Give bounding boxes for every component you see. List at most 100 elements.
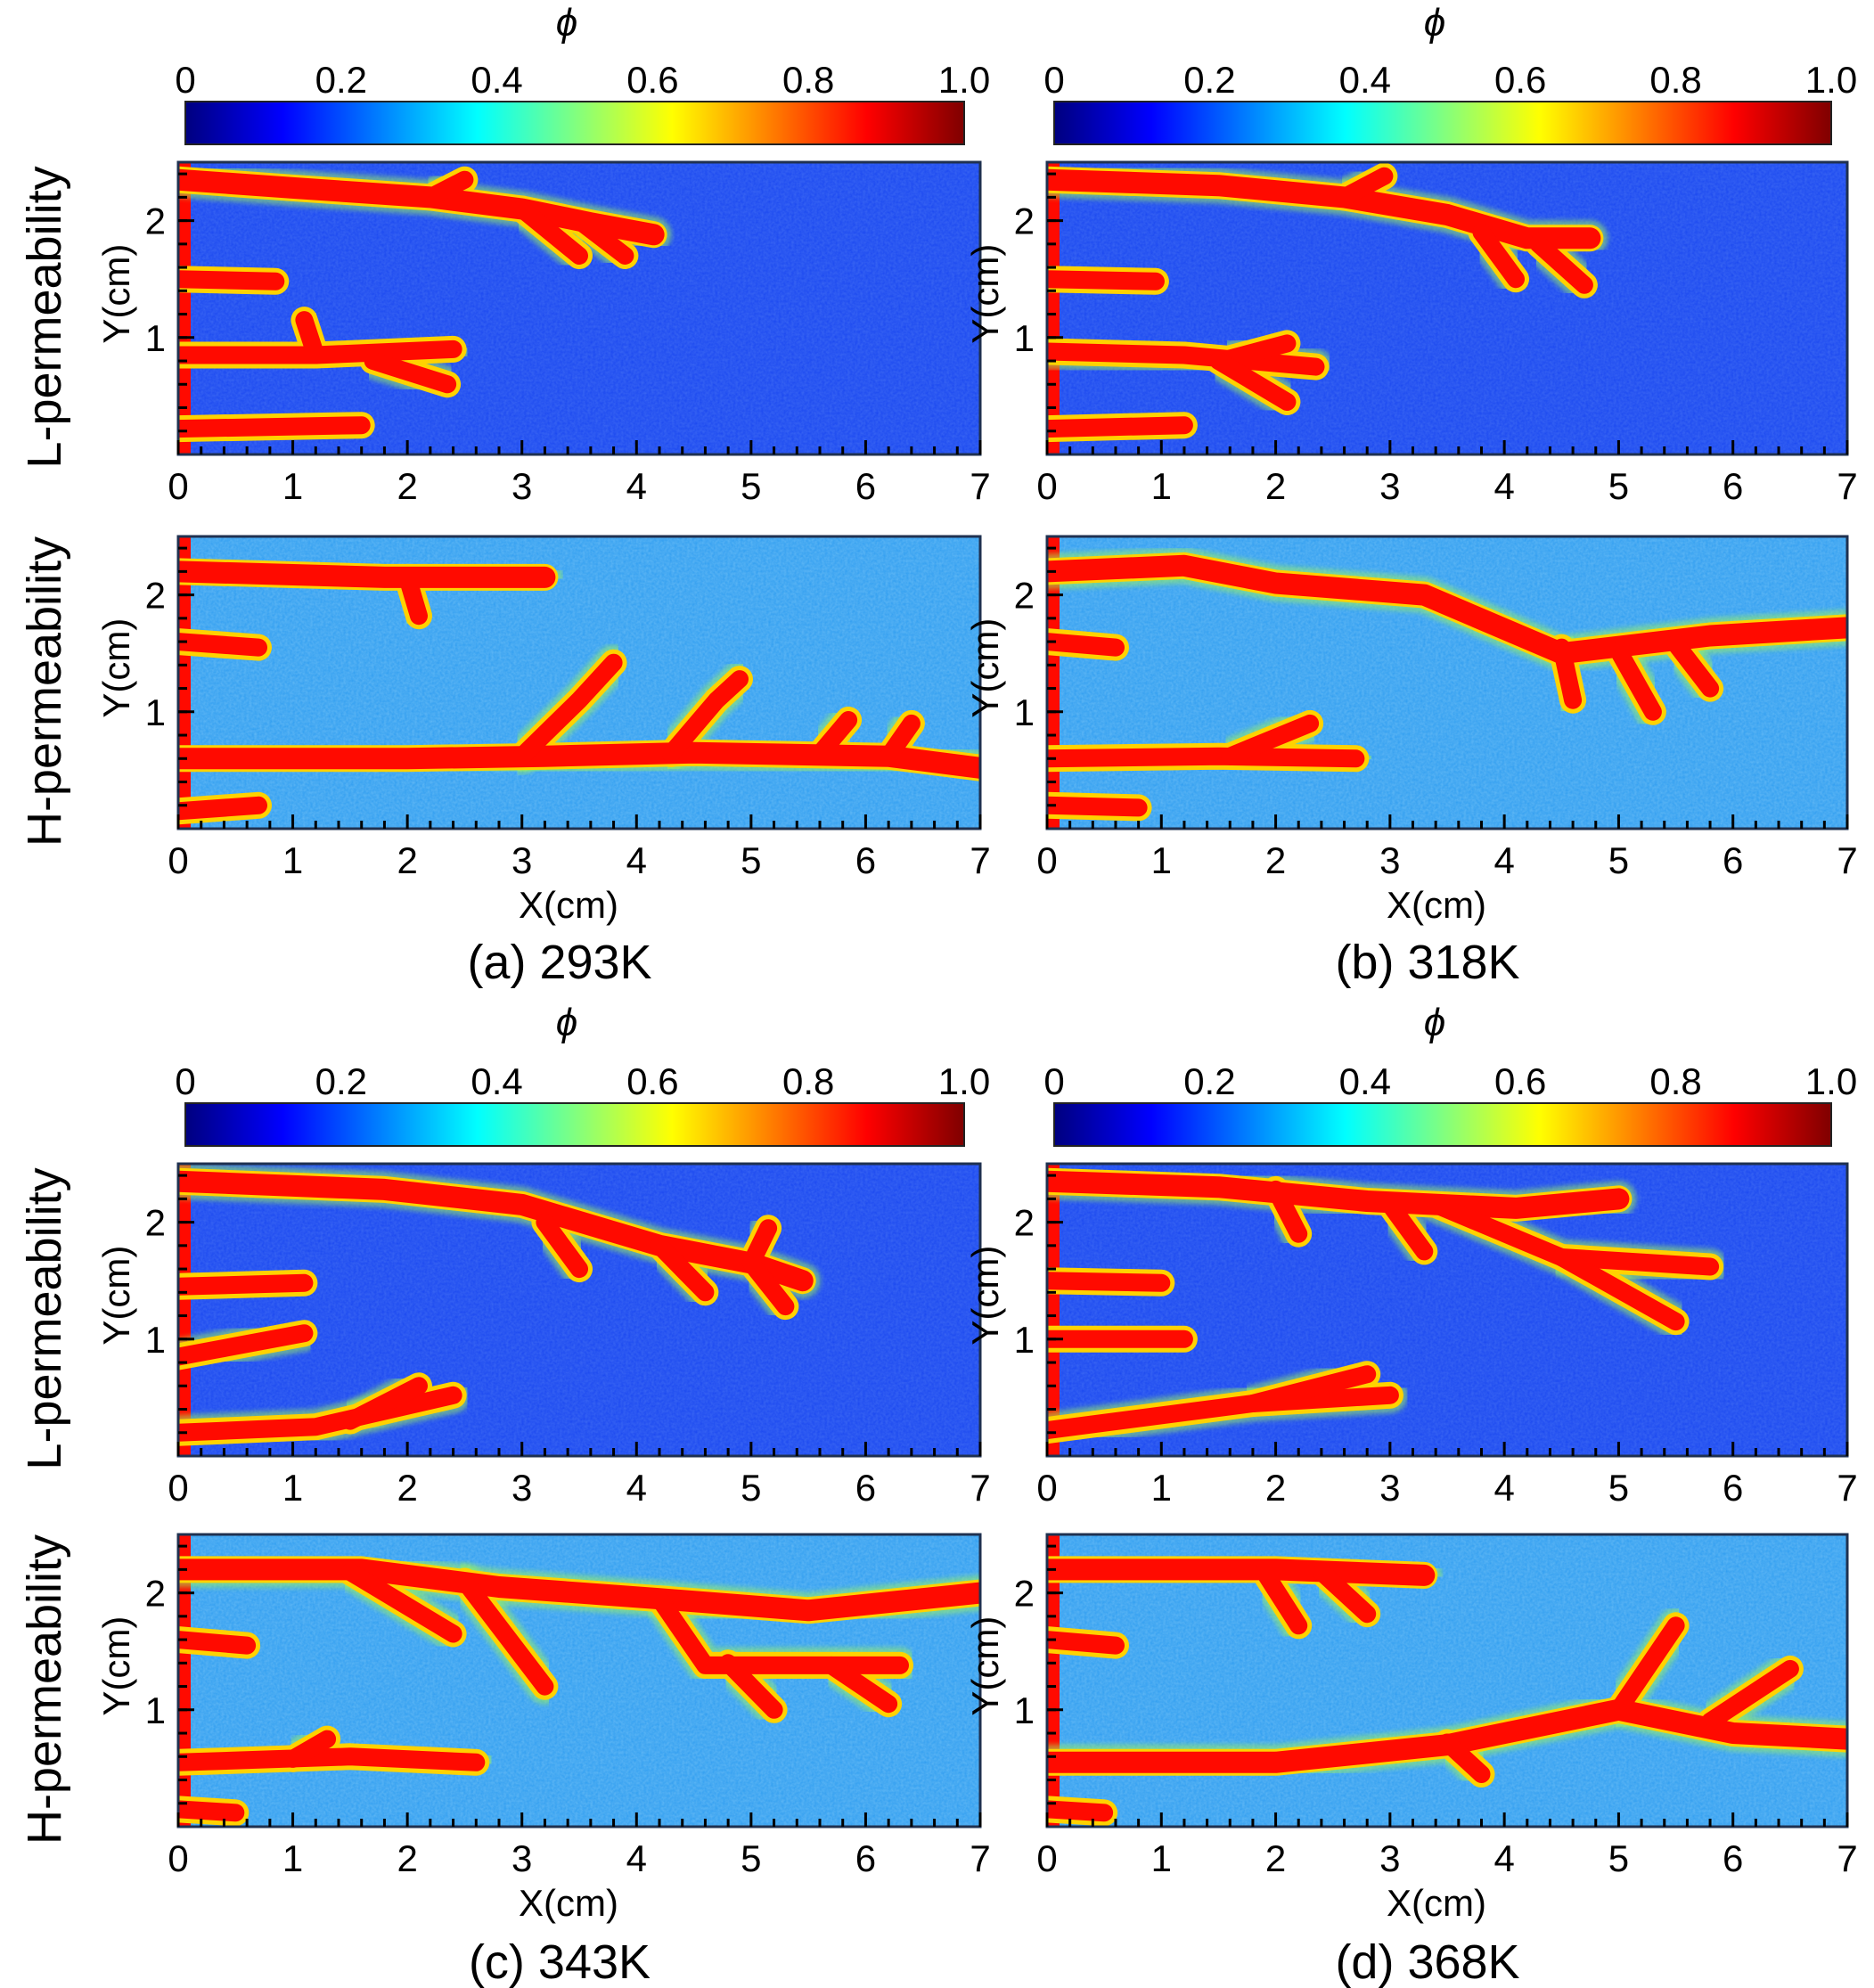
finger bbox=[178, 168, 665, 246]
x-tick-label: 2 bbox=[1265, 839, 1286, 881]
finger bbox=[512, 200, 588, 265]
x-tick-label: 1 bbox=[282, 839, 303, 881]
y-axis-title: Y(cm) bbox=[964, 1616, 1006, 1716]
x-tick-label: 3 bbox=[1379, 839, 1400, 881]
y-axis-title: Y(cm) bbox=[964, 244, 1006, 344]
x-tick-label: 1 bbox=[282, 1837, 303, 1879]
colorbar-tick-label: 0.4 bbox=[471, 1060, 522, 1102]
plot-frame bbox=[1045, 1162, 1849, 1458]
x-tick-label: 4 bbox=[1493, 1837, 1514, 1879]
x-tick-label: 5 bbox=[1608, 1837, 1629, 1879]
x-tick-label: 1 bbox=[282, 1467, 303, 1509]
finger bbox=[1609, 642, 1662, 721]
finger bbox=[1312, 1563, 1377, 1624]
x-tick-label: 1 bbox=[1151, 465, 1172, 507]
y-axis-title: Y(cm) bbox=[95, 1246, 137, 1346]
x-tick-label: 6 bbox=[1723, 1467, 1743, 1509]
x-tick-label: 6 bbox=[1723, 1837, 1743, 1879]
y-tick-label: 2 bbox=[145, 200, 166, 242]
colorbar-title: ϕ bbox=[556, 1, 577, 45]
x-tick-label: 0 bbox=[168, 839, 188, 881]
finger bbox=[364, 352, 457, 394]
x-tick-label: 3 bbox=[1379, 465, 1400, 507]
colorbar-title: ϕ bbox=[1424, 1001, 1445, 1044]
finger bbox=[178, 416, 371, 438]
finger-group bbox=[1047, 1164, 1729, 1456]
y-axis-title: Y(cm) bbox=[964, 1246, 1006, 1346]
colorbar-tick-label: 0.8 bbox=[782, 59, 834, 101]
x-tick-label: 2 bbox=[397, 839, 417, 881]
x-tick-label: 5 bbox=[741, 1837, 761, 1879]
x-tick-label: 6 bbox=[1723, 839, 1743, 881]
finger bbox=[1047, 270, 1165, 290]
finger bbox=[340, 1377, 428, 1430]
finger bbox=[178, 1747, 486, 1771]
y-axis-title: Y(cm) bbox=[964, 618, 1006, 718]
panel-caption: (d) 368K bbox=[1335, 1935, 1519, 1988]
finger-group bbox=[178, 1534, 980, 1827]
colorbar-title: ϕ bbox=[1424, 1, 1445, 45]
plot-frame bbox=[176, 1162, 982, 1458]
colorbar-tick-label: 0.2 bbox=[1183, 1060, 1235, 1102]
x-tick-label: 7 bbox=[970, 1837, 990, 1879]
plot-frame bbox=[176, 1533, 982, 1828]
panel-c: ϕ0 0.2 0.4 0.6 0.8 1.00 1 2 3 4 5 6 712Y(cm)L-permea… bbox=[18, 1001, 991, 1988]
x-tick-label: 5 bbox=[741, 839, 761, 881]
finger bbox=[1701, 1659, 1799, 1730]
x-tick-label: 7 bbox=[970, 465, 990, 507]
y-tick-label: 2 bbox=[1014, 575, 1035, 617]
colorbar-tick-label: 0.2 bbox=[315, 59, 367, 101]
x-axis-title: X(cm) bbox=[519, 1882, 618, 1924]
plot-frame bbox=[1045, 160, 1849, 456]
colorbar-tick-label: 0.4 bbox=[1339, 59, 1391, 101]
plot-frame bbox=[1045, 1533, 1849, 1828]
row-label: L-permeability bbox=[18, 166, 71, 468]
x-tick-label: 1 bbox=[1151, 839, 1172, 881]
x-tick-label: 7 bbox=[970, 839, 990, 881]
finger bbox=[1047, 342, 1325, 376]
finger bbox=[1609, 1616, 1685, 1719]
y-axis-title: Y(cm) bbox=[95, 1616, 137, 1716]
colorbar-tick-label: 0 bbox=[1043, 1060, 1064, 1102]
y-tick-label: 1 bbox=[145, 1319, 166, 1361]
finger bbox=[283, 1730, 337, 1768]
panel-a: ϕ0 0.2 0.4 0.6 0.8 1.00 1 2 3 4 5 6 712Y(cm)L-permea… bbox=[18, 1, 991, 989]
finger bbox=[178, 1324, 314, 1366]
x-tick-label: 3 bbox=[511, 839, 532, 881]
finger bbox=[340, 1563, 462, 1643]
finger-group bbox=[1047, 162, 1608, 454]
colorbar-tick-label: 1.0 bbox=[1805, 1060, 1857, 1102]
x-tick-label: 0 bbox=[1036, 465, 1057, 507]
colorbar-tick-label: 0 bbox=[175, 59, 195, 101]
colorbar-tick-label: 0 bbox=[1043, 59, 1064, 101]
plot-frame bbox=[176, 160, 982, 456]
finger bbox=[741, 1254, 795, 1316]
finger bbox=[178, 796, 267, 821]
finger-group bbox=[178, 536, 980, 829]
x-tick-label: 7 bbox=[970, 1467, 990, 1509]
colorbar-tick-label: 0.4 bbox=[471, 59, 522, 101]
finger bbox=[1047, 1272, 1171, 1292]
finger bbox=[178, 1558, 980, 1622]
x-tick-label: 4 bbox=[1493, 1467, 1514, 1509]
finger bbox=[1047, 416, 1193, 438]
x-tick-label: 0 bbox=[168, 1467, 188, 1509]
x-tick-label: 6 bbox=[855, 465, 876, 507]
x-tick-label: 0 bbox=[168, 465, 188, 507]
x-tick-label: 3 bbox=[1379, 1837, 1400, 1879]
colorbar bbox=[184, 1102, 965, 1147]
finger bbox=[1380, 1195, 1434, 1261]
finger-group bbox=[1047, 1534, 1847, 1827]
x-axis-title: X(cm) bbox=[519, 884, 618, 926]
x-tick-label: 3 bbox=[1379, 1467, 1400, 1509]
finger bbox=[178, 270, 285, 290]
finger bbox=[1209, 352, 1297, 411]
x-tick-label: 0 bbox=[1036, 1467, 1057, 1509]
x-tick-label: 3 bbox=[511, 1837, 532, 1879]
colorbar-tick-label: 0.8 bbox=[1649, 59, 1701, 101]
x-tick-label: 6 bbox=[1723, 465, 1743, 507]
y-tick-label: 1 bbox=[1014, 1689, 1035, 1731]
x-axis-title: X(cm) bbox=[1387, 884, 1486, 926]
